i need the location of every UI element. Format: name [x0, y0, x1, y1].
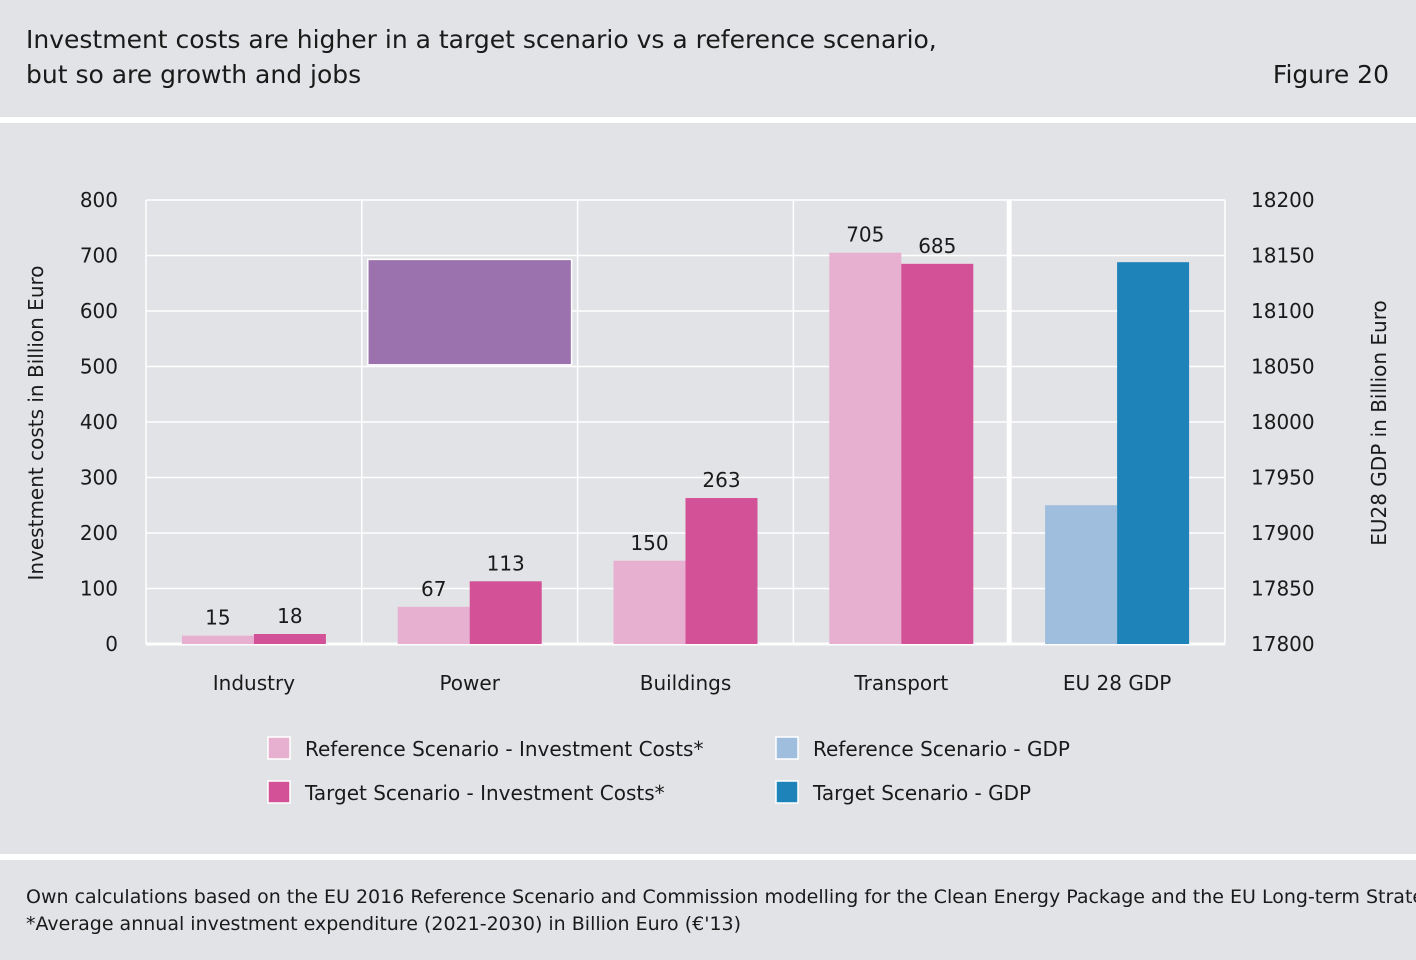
power-highlight-box	[367, 258, 573, 366]
bar-s2-eu-28-gdp	[1045, 505, 1118, 644]
legend-label: Target Scenario - Investment Costs*	[304, 781, 665, 805]
left-tick-label: 200	[80, 521, 118, 545]
category-label: Transport	[853, 671, 948, 695]
category-label: Industry	[213, 671, 295, 695]
right-axis-title: EU28 GDP in Billion Euro	[1367, 300, 1391, 546]
bar-s1-industry	[253, 634, 326, 644]
figure-label: Figure 20	[1272, 60, 1389, 89]
bar-chart: 15 67 150 705 18 113 263 685 0 100 200 300 400 500 600…	[24, 188, 1391, 805]
left-tick-label: 600	[80, 299, 118, 323]
right-tick-label: 18200	[1251, 188, 1315, 212]
right-tick-label: 18050	[1251, 355, 1315, 379]
chart-title: Investment costs are higher in a target …	[26, 22, 1026, 92]
left-tick-label: 700	[80, 244, 118, 268]
source-note: Own calculations based on the EU 2016 Re…	[26, 886, 1416, 908]
right-tick-label: 17900	[1251, 521, 1315, 545]
right-tick-label: 17950	[1251, 466, 1315, 490]
bar-s3-eu-28-gdp	[1117, 262, 1190, 644]
left-tick-label: 500	[80, 355, 118, 379]
left-tick-label: 0	[105, 632, 118, 656]
bottom-divider	[0, 854, 1416, 860]
right-tick-label: 18150	[1251, 244, 1315, 268]
right-tick-label: 17850	[1251, 577, 1315, 601]
title-line-2: but so are growth and jobs	[26, 60, 362, 89]
data-label: 15	[205, 606, 230, 630]
left-axis-title: Investment costs in Billion Euro	[24, 265, 48, 580]
legend-label: Reference Scenario - Investment Costs*	[305, 737, 703, 761]
bar-s0-buildings	[613, 560, 686, 644]
left-tick-label: 400	[80, 410, 118, 434]
category-label: EU 28 GDP	[1063, 671, 1171, 695]
title-line-1: Investment costs are higher in a target …	[26, 25, 937, 54]
footer: Own calculations based on the EU 2016 Re…	[26, 884, 1416, 938]
legend-label: Reference Scenario - GDP	[813, 737, 1070, 761]
data-label: 263	[702, 468, 740, 492]
left-tick-label: 800	[80, 188, 118, 212]
legend-swatch	[267, 736, 291, 760]
category-label: Buildings	[640, 671, 732, 695]
legend-swatch	[775, 736, 799, 760]
category-label: Power	[439, 671, 500, 695]
left-tick-label: 100	[80, 577, 118, 601]
data-label: 113	[487, 551, 525, 575]
bar-s0-industry	[181, 635, 254, 644]
bar-s1-power	[469, 581, 542, 644]
right-tick-label: 18000	[1251, 410, 1315, 434]
left-tick-label: 300	[80, 466, 118, 490]
footnote: *Average annual investment expenditure (…	[26, 913, 742, 935]
legend-label: Target Scenario - GDP	[812, 781, 1031, 805]
bar-s1-transport	[901, 263, 974, 644]
legend-swatch	[267, 780, 291, 804]
bar-s1-buildings	[685, 498, 758, 644]
top-divider	[0, 117, 1416, 123]
data-label: 18	[277, 604, 302, 628]
legend-swatch	[775, 780, 799, 804]
data-label: 685	[918, 234, 956, 258]
data-label: 67	[421, 577, 446, 601]
right-tick-label: 17800	[1251, 632, 1315, 656]
right-tick-label: 18100	[1251, 299, 1315, 323]
data-label: 705	[846, 223, 884, 247]
data-label: 150	[630, 531, 668, 555]
bar-s0-power	[397, 606, 470, 644]
bar-s0-transport	[829, 252, 902, 644]
